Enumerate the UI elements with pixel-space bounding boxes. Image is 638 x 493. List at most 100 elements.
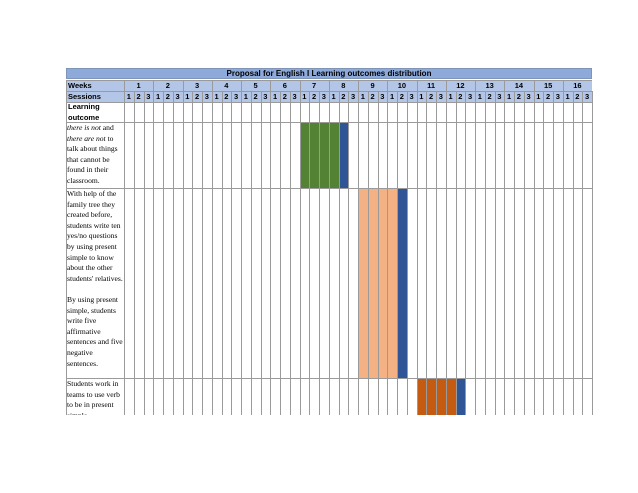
session-number: 2 — [487, 92, 492, 101]
session-number: 1 — [185, 92, 190, 101]
grid-vline — [387, 91, 389, 415]
session-number: 1 — [477, 92, 482, 101]
week-number: 15 — [543, 81, 553, 90]
session-number: 1 — [243, 92, 248, 101]
session-number: 1 — [360, 92, 365, 101]
week-divider — [299, 80, 301, 91]
session-number: 2 — [253, 92, 258, 101]
week-divider — [270, 80, 272, 91]
session-number: 2 — [136, 92, 141, 101]
grid-vline — [241, 91, 242, 415]
week-divider — [445, 80, 447, 91]
week-number: 7 — [312, 81, 317, 90]
week-number: 10 — [397, 81, 407, 90]
grid-vline — [426, 91, 428, 415]
session-number: 3 — [380, 92, 385, 101]
week-number: 6 — [282, 81, 287, 90]
week-divider — [504, 80, 506, 91]
session-fill — [416, 378, 427, 415]
session-number: 2 — [575, 92, 580, 101]
grid-vline — [504, 91, 506, 415]
session-number: 2 — [399, 92, 404, 101]
grid-vline — [416, 91, 418, 415]
grid-vline — [436, 91, 437, 415]
session-number: 2 — [282, 92, 287, 101]
session-number: 3 — [526, 92, 531, 101]
grid-vline — [562, 91, 564, 415]
grid-hline — [66, 102, 592, 103]
session-number: 1 — [273, 92, 278, 101]
session-number: 3 — [175, 92, 180, 101]
grid-vline — [533, 91, 535, 415]
session-number: 3 — [263, 92, 268, 101]
session-number: 1 — [126, 92, 131, 101]
session-fill — [299, 122, 310, 188]
week-divider — [358, 80, 359, 91]
session-number: 1 — [448, 92, 453, 101]
session-number: 3 — [438, 92, 443, 101]
session-fill — [367, 188, 378, 378]
session-number: 3 — [585, 92, 590, 101]
outcome-text: Students work in teams to use verb to be… — [67, 379, 120, 415]
session-number: 3 — [292, 92, 297, 101]
grid-hline — [66, 91, 592, 92]
session-number: 1 — [302, 92, 307, 101]
session-number: 2 — [370, 92, 375, 101]
grid-hline — [66, 378, 592, 379]
session-fill — [387, 188, 397, 378]
session-number: 2 — [458, 92, 463, 101]
week-number: 4 — [224, 81, 229, 90]
grid-vline — [124, 91, 125, 415]
session-number: 3 — [468, 92, 473, 101]
title-bar — [66, 68, 592, 79]
grid-vline — [231, 91, 233, 415]
session-number: 3 — [321, 92, 326, 101]
grid-vline — [445, 91, 447, 415]
evaluation-fill — [397, 188, 407, 378]
grid-vline — [299, 91, 301, 415]
week-number: 8 — [341, 81, 346, 90]
session-fill — [358, 188, 368, 378]
session-number: 1 — [331, 92, 336, 101]
grid-hline — [66, 122, 592, 123]
week-divider — [124, 80, 125, 91]
grid-vline — [397, 91, 398, 415]
grid-vline — [494, 91, 496, 415]
session-number: 3 — [146, 92, 151, 101]
grid-vline — [465, 91, 467, 415]
grid-vline — [172, 91, 174, 415]
grid-vline — [338, 91, 340, 415]
week-number: 2 — [165, 81, 170, 90]
week-number: 9 — [370, 81, 375, 90]
grid-vline — [348, 91, 350, 415]
week-divider — [387, 80, 389, 91]
week-divider — [182, 80, 184, 91]
session-number: 3 — [204, 92, 209, 101]
week-number: 1 — [136, 81, 141, 90]
grid-vline — [182, 91, 184, 415]
session-number: 1 — [390, 92, 395, 101]
session-number: 2 — [224, 92, 229, 101]
session-number: 1 — [565, 92, 570, 101]
grid-hline — [66, 80, 592, 81]
week-number: 16 — [573, 81, 582, 90]
sessions-label: Sessions — [68, 92, 101, 101]
week-number: 13 — [485, 81, 494, 90]
grid-vline — [582, 91, 584, 415]
week-divider — [475, 80, 476, 91]
grid-vline — [153, 91, 155, 415]
grid-vline — [377, 91, 379, 415]
session-fill — [328, 122, 339, 188]
session-number: 3 — [351, 92, 356, 101]
session-number: 2 — [165, 92, 170, 101]
session-number: 2 — [429, 92, 434, 101]
session-fill — [426, 378, 436, 415]
grid-vline — [455, 91, 457, 415]
grid-hline — [66, 188, 592, 189]
session-number: 1 — [507, 92, 512, 101]
grid-vline — [319, 91, 320, 415]
session-number: 1 — [536, 92, 541, 101]
grid-vline — [484, 91, 486, 415]
sheet-title: Proposal for English I Learning outcomes… — [226, 69, 432, 78]
